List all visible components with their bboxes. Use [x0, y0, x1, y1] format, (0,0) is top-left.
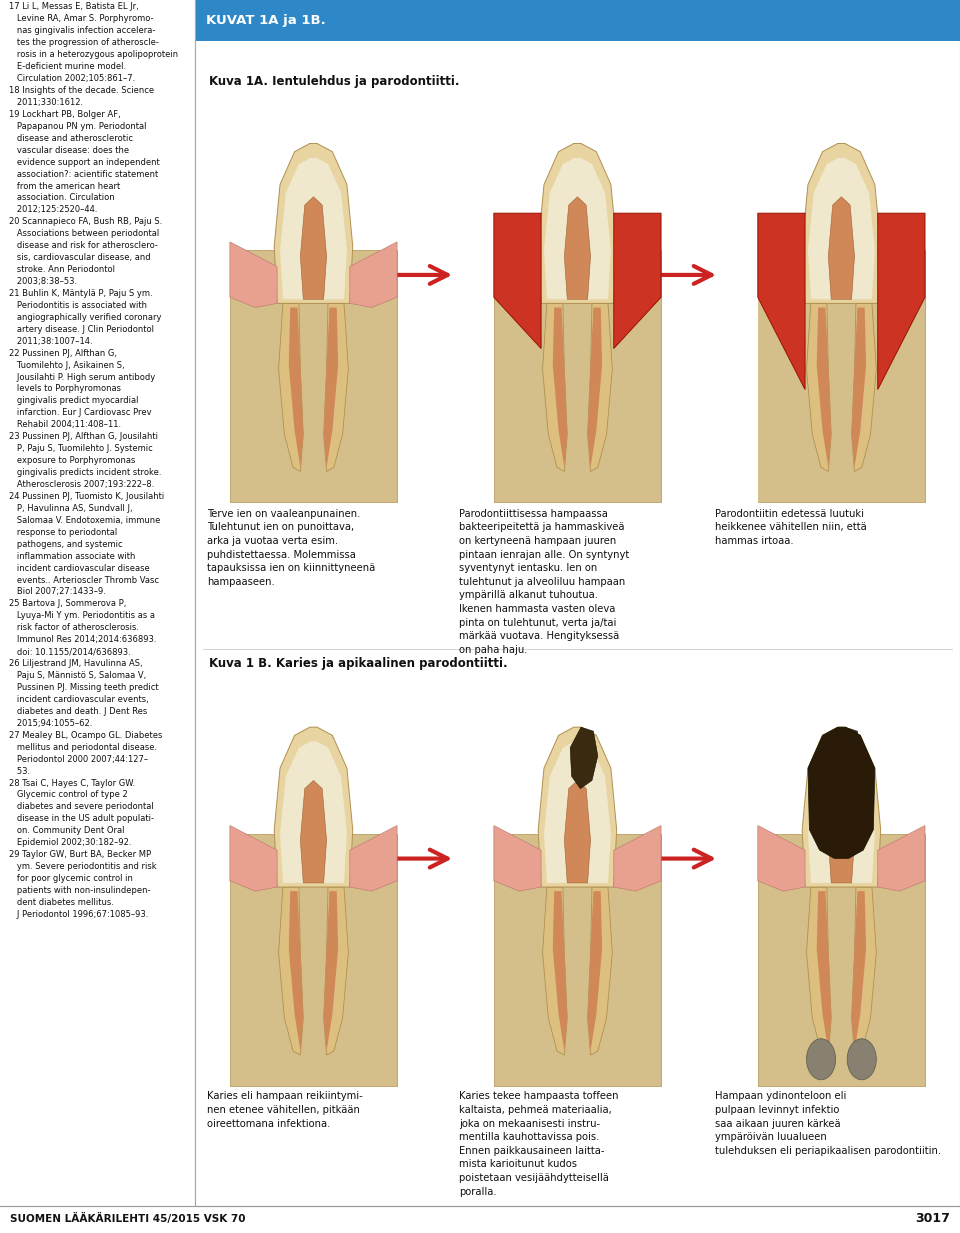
Text: KUVAT 1A ja 1B.: KUVAT 1A ja 1B. — [206, 14, 326, 27]
FancyBboxPatch shape — [195, 0, 960, 41]
Polygon shape — [803, 727, 880, 887]
Polygon shape — [493, 834, 661, 1086]
Text: Parodontiittisessa hampaassa
bakteeripeitettä ja hammaskiveä
on kertyneenä hampa: Parodontiittisessa hampaassa bakteeripei… — [459, 509, 629, 655]
Polygon shape — [806, 887, 831, 1055]
Polygon shape — [553, 891, 567, 1051]
Polygon shape — [806, 303, 831, 471]
Polygon shape — [588, 307, 602, 467]
Polygon shape — [275, 143, 352, 303]
Text: Kuva 1A. Ientulehdus ja parodontiitti.: Kuva 1A. Ientulehdus ja parodontiitti. — [208, 75, 459, 88]
Polygon shape — [877, 826, 925, 891]
Ellipse shape — [848, 1038, 876, 1080]
Polygon shape — [834, 727, 862, 789]
Polygon shape — [852, 891, 866, 1051]
Polygon shape — [324, 307, 338, 467]
Polygon shape — [828, 780, 854, 883]
Text: SUOMEN LÄÄKÄRILEHTI 45/2015 VSK 70: SUOMEN LÄÄKÄRILEHTI 45/2015 VSK 70 — [10, 1213, 245, 1224]
Polygon shape — [588, 303, 612, 471]
Polygon shape — [817, 891, 831, 1051]
Polygon shape — [278, 303, 303, 471]
Polygon shape — [324, 303, 348, 471]
Polygon shape — [289, 307, 303, 467]
Polygon shape — [349, 826, 397, 891]
Text: 17 Li L, Messas E, Batista EL Jr,
   Levine RA, Amar S. Porphyromo-
   nas gingi: 17 Li L, Messas E, Batista EL Jr, Levine… — [9, 2, 178, 919]
Text: Kuva 1 B. Karies ja apikaalinen parodontiitti.: Kuva 1 B. Karies ja apikaalinen parodont… — [208, 657, 507, 671]
Polygon shape — [817, 307, 831, 467]
Polygon shape — [852, 303, 876, 471]
Polygon shape — [613, 213, 661, 349]
Polygon shape — [757, 213, 805, 390]
Polygon shape — [493, 213, 541, 349]
Text: 3017: 3017 — [916, 1212, 950, 1226]
Polygon shape — [324, 887, 348, 1055]
Polygon shape — [539, 143, 616, 303]
Text: Karies tekee hampaasta toffeen
kaltaista, pehmeä materiaalia,
joka on mekaanises: Karies tekee hampaasta toffeen kaltaista… — [459, 1091, 618, 1196]
Polygon shape — [493, 826, 541, 891]
Polygon shape — [542, 887, 567, 1055]
Polygon shape — [229, 250, 397, 502]
Text: Parodontiitin edetessä luutuki
heikkenee vähitellen niin, että
hammas irtoaa.: Parodontiitin edetessä luutuki heikkenee… — [715, 509, 867, 546]
Polygon shape — [229, 242, 277, 307]
Polygon shape — [828, 197, 854, 300]
Polygon shape — [877, 213, 925, 390]
Text: Karies eli hampaan reikiintymi-
nen etenee vähitellen, pitkään
oireettomana infe: Karies eli hampaan reikiintymi- nen eten… — [207, 1091, 363, 1128]
Polygon shape — [300, 780, 326, 883]
Polygon shape — [544, 741, 611, 883]
Polygon shape — [570, 727, 598, 789]
Ellipse shape — [806, 1038, 835, 1080]
Polygon shape — [564, 780, 590, 883]
Polygon shape — [757, 826, 805, 891]
Polygon shape — [539, 727, 616, 887]
Polygon shape — [808, 727, 875, 858]
Polygon shape — [280, 158, 347, 300]
Polygon shape — [757, 250, 925, 502]
Text: Hampaan ydinonteloon eli
pulpaan levinnyt infektio
saa aikaan juuren kärkeä
ympä: Hampaan ydinonteloon eli pulpaan levinny… — [715, 1091, 942, 1155]
Polygon shape — [852, 887, 876, 1055]
Polygon shape — [852, 307, 866, 467]
Polygon shape — [803, 143, 880, 303]
Polygon shape — [275, 727, 352, 887]
Polygon shape — [808, 741, 875, 883]
Polygon shape — [229, 826, 277, 891]
Polygon shape — [229, 834, 397, 1086]
Polygon shape — [349, 242, 397, 307]
Polygon shape — [300, 197, 326, 300]
Polygon shape — [493, 250, 661, 502]
Polygon shape — [553, 307, 567, 467]
Text: Terve ien on vaaleanpunainen.
Tulehtunut ien on punoittava,
arka ja vuotaa verta: Terve ien on vaaleanpunainen. Tulehtunut… — [207, 509, 375, 587]
Polygon shape — [289, 891, 303, 1051]
Polygon shape — [324, 891, 338, 1051]
Polygon shape — [613, 826, 661, 891]
Polygon shape — [544, 158, 611, 300]
Polygon shape — [278, 887, 303, 1055]
Polygon shape — [757, 276, 925, 502]
Polygon shape — [280, 741, 347, 883]
Polygon shape — [564, 197, 590, 300]
Polygon shape — [808, 158, 875, 300]
Polygon shape — [588, 891, 602, 1051]
Polygon shape — [588, 887, 612, 1055]
Polygon shape — [757, 834, 925, 1086]
Polygon shape — [542, 303, 567, 471]
